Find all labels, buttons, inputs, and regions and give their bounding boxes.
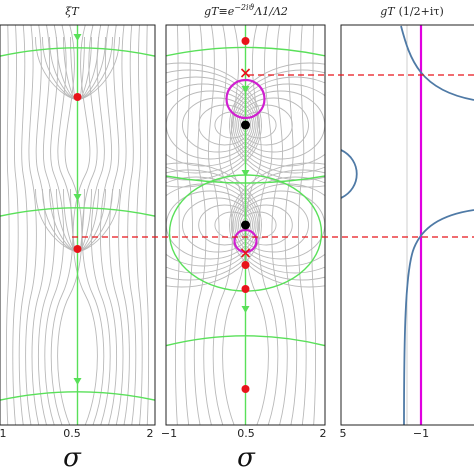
flow-arrow <box>241 170 250 177</box>
flow-line <box>258 25 279 425</box>
flow-loop <box>230 169 325 281</box>
curve-bottom <box>403 209 474 425</box>
panel1-flow-field <box>0 25 155 425</box>
flow-line <box>25 25 37 425</box>
flow-line <box>184 25 193 425</box>
panel2-title-main: gT≡e <box>204 5 235 18</box>
flow-line <box>145 25 150 425</box>
panel3-xtick-0: 5 <box>340 427 347 440</box>
zero-point <box>241 261 250 269</box>
panel2-plot <box>165 24 326 426</box>
panel1-plot <box>0 24 156 426</box>
panel1-xtick-1: 0.5 <box>63 427 81 440</box>
flow-loop <box>182 97 253 153</box>
flow-loop <box>182 197 253 253</box>
flow-line <box>12 25 19 425</box>
flow-line <box>174 25 180 425</box>
flow-loop <box>229 162 325 288</box>
panel2-title-sup: −2iϑ <box>234 3 254 12</box>
panel1-title: ξT <box>65 5 80 18</box>
panel3-title: gT (1/2+iτ) <box>380 5 444 18</box>
flow-line <box>90 25 111 425</box>
flow-line <box>136 25 143 425</box>
flow-loop <box>234 83 325 167</box>
flow-line <box>72 25 98 425</box>
panel2-flow-field <box>166 25 325 425</box>
flow-arrow <box>241 86 250 93</box>
zero-point <box>241 385 250 393</box>
flow-line <box>80 188 120 252</box>
flow-arrow <box>73 34 82 41</box>
flow-line <box>35 36 75 100</box>
zero-point <box>241 285 250 293</box>
flow-line <box>298 25 307 425</box>
zero-point <box>241 37 250 45</box>
cross-marker <box>240 248 251 258</box>
flow-line <box>212 25 233 425</box>
flow-line <box>80 36 120 100</box>
flow-line <box>271 25 288 425</box>
magenta-circle <box>225 78 266 120</box>
panel3-frame <box>340 24 474 426</box>
flow-line <box>109 25 124 425</box>
flow-line <box>35 188 75 252</box>
panel2-xtick-0: −1 <box>161 427 177 440</box>
panel2-xtick-1: 0.5 <box>237 427 255 440</box>
flow-line <box>118 25 130 425</box>
flow-line <box>203 25 220 425</box>
panel2-xtick-2: 2 <box>320 427 327 440</box>
flow-loop <box>232 176 325 274</box>
flow-loop <box>239 204 293 246</box>
panel2-title: gT≡e−2iϑΛ1/Λ2 <box>204 3 288 18</box>
flow-loop <box>238 97 309 153</box>
curve-bump <box>341 149 358 199</box>
panel1-xlabel: σ <box>63 443 82 473</box>
panel3-xtick-1: −1 <box>413 427 429 440</box>
panel3-title-tail: (1/2+iτ) <box>399 5 444 18</box>
flow-loop <box>166 76 259 174</box>
flow-line <box>127 25 137 425</box>
flow-arrow <box>73 378 82 385</box>
flow-line <box>18 25 28 425</box>
flow-loop <box>166 83 257 167</box>
zero-point <box>73 245 82 253</box>
flow-line <box>57 25 83 425</box>
separatrix-arc <box>0 391 155 401</box>
flow-line <box>193 25 207 425</box>
panel1-frame <box>0 24 156 426</box>
panel2-title-tail: Λ1/Λ2 <box>253 5 288 18</box>
flow-line <box>99 25 118 425</box>
flow-line <box>311 25 317 425</box>
panel1-xtick-2: 2 <box>147 427 154 440</box>
curve-top <box>400 25 474 101</box>
flow-loop <box>166 176 259 274</box>
flow-line <box>37 25 56 425</box>
flow-loop <box>166 169 261 281</box>
cross-marker <box>240 68 251 78</box>
flow-loop <box>238 197 309 253</box>
flow-line <box>31 25 46 425</box>
dashed-connectors <box>72 74 474 238</box>
panel3-title-main: gT <box>380 5 396 18</box>
pole-point <box>241 220 250 230</box>
zero-point <box>73 93 82 101</box>
flow-loop <box>232 76 325 174</box>
pole-point <box>241 120 250 130</box>
panel3-plot <box>340 24 474 426</box>
flow-arrow <box>241 306 250 313</box>
panel2-frame <box>165 24 326 426</box>
panel2-xlabel: σ <box>237 443 256 473</box>
flow-arrow <box>73 194 82 201</box>
flow-line <box>284 25 298 425</box>
flow-loop <box>198 204 252 246</box>
panel1-xtick-0: 1 <box>0 427 7 440</box>
flow-line <box>44 25 65 425</box>
flow-line <box>5 25 10 425</box>
flow-loop <box>166 162 262 288</box>
panel3-curves <box>341 25 474 425</box>
